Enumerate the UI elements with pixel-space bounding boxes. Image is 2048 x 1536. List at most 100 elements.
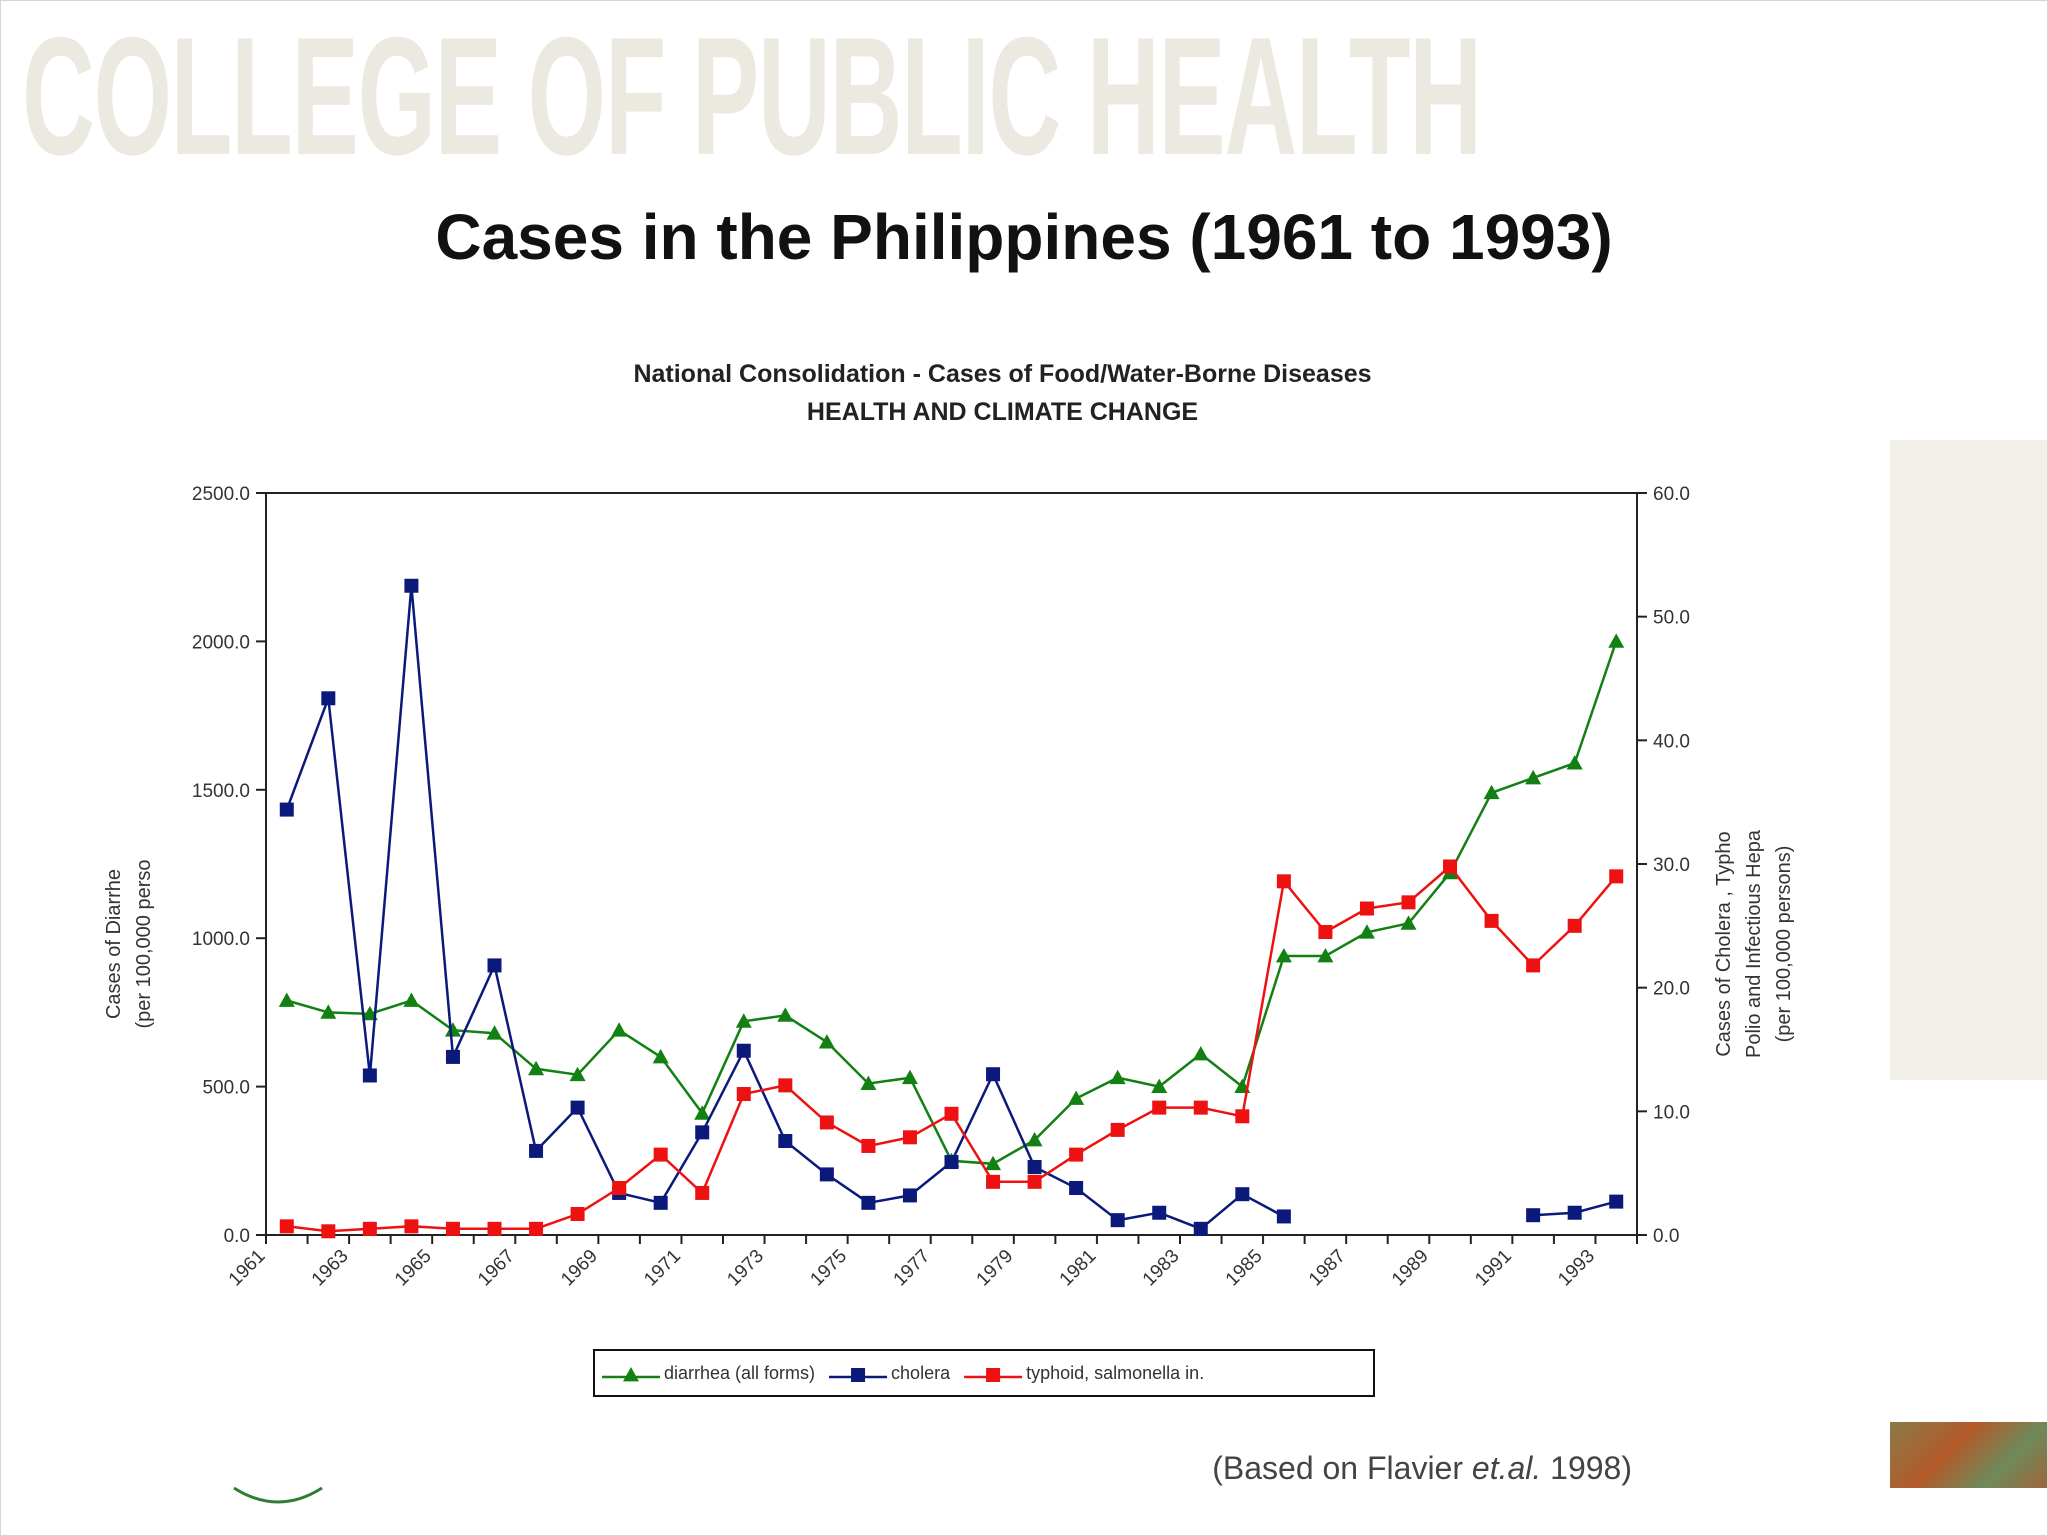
diarrhea-point [320, 1004, 337, 1019]
diarrhea-point [1608, 633, 1625, 648]
right-axis-title: (per 100,000 persons) [1773, 846, 1795, 1043]
cholera-point [1027, 1159, 1042, 1174]
typhoid-point [695, 1185, 710, 1200]
diarrhea-point [1192, 1045, 1209, 1061]
cholera-point [570, 1100, 585, 1115]
x-tick-label: 1973 [723, 1246, 768, 1291]
cholera-point [944, 1155, 959, 1170]
legend-box [593, 1349, 1375, 1397]
diarrhea-point [1566, 755, 1583, 770]
chart-title: National Consolidation - Cases of Food/W… [633, 360, 1372, 388]
cholera-point [861, 1195, 876, 1210]
x-tick-label: 1967 [474, 1246, 519, 1291]
cholera-point [279, 802, 294, 817]
typhoid-point [529, 1221, 544, 1236]
typhoid-point [986, 1174, 1001, 1189]
cholera-point [529, 1143, 544, 1158]
diarrhea-point [818, 1034, 835, 1049]
caduceus-watermark [1890, 440, 2048, 1080]
typhoid-point [944, 1106, 959, 1121]
typhoid-point [404, 1219, 419, 1234]
diarrhea-point [528, 1060, 545, 1076]
typhoid-point [1526, 958, 1541, 973]
cholera-point [1152, 1205, 1167, 1220]
x-tick-label: 1965 [391, 1246, 436, 1291]
typhoid-point [570, 1206, 585, 1221]
cholera-point [1069, 1181, 1084, 1196]
cholera-point [819, 1167, 834, 1182]
diarrhea-point [1400, 915, 1417, 930]
typhoid-point [1318, 925, 1333, 940]
cholera-point [1567, 1205, 1582, 1220]
typhoid-line [286, 864, 1618, 1233]
typhoid-point [1152, 1100, 1167, 1115]
x-tick-label: 1987 [1305, 1246, 1350, 1291]
x-tick-label: 1979 [973, 1246, 1018, 1291]
university-seal-logo [233, 1486, 323, 1504]
legend-diarrhea-label: diarrhea (all forms) [664, 1363, 815, 1383]
diarrhea-point [860, 1075, 877, 1091]
right-axis-title: Cases of Cholera , Typho [1713, 831, 1735, 1056]
diarrhea-point [1151, 1078, 1168, 1093]
typhoid-point [1443, 859, 1458, 874]
cholera-point [404, 578, 419, 593]
legend-cholera-marker [851, 1368, 866, 1382]
cholera-point [1193, 1221, 1208, 1236]
legend-diarrhea-marker [623, 1367, 639, 1382]
chart-subtitle: HEALTH AND CLIMATE CHANGE [806, 398, 1199, 426]
right-tick-label: 40.0 [1653, 731, 1690, 752]
cholera-point [1526, 1208, 1541, 1223]
x-tick-label: 1961 [225, 1246, 270, 1291]
diarrhea-point [1483, 784, 1500, 800]
diarrhea-point [1026, 1132, 1043, 1147]
typhoid-point [1609, 869, 1624, 884]
typhoid-point [1401, 895, 1416, 910]
typhoid-point [1235, 1109, 1250, 1124]
x-tick-label: 1989 [1388, 1246, 1433, 1291]
left-tick-label: 500.0 [202, 1078, 250, 1099]
typhoid-point [778, 1078, 793, 1093]
cholera-point [736, 1043, 751, 1058]
typhoid-point [653, 1147, 668, 1162]
typhoid-point [902, 1130, 917, 1145]
diarrhea-point [1068, 1090, 1085, 1105]
typhoid-point [1027, 1174, 1042, 1189]
diarrhea-point [652, 1048, 669, 1064]
diarrhea-point [1275, 948, 1292, 963]
diarrhea-point [1358, 924, 1375, 939]
diarrhea-point [985, 1155, 1002, 1171]
cholera-point [1110, 1213, 1125, 1228]
typhoid-point [279, 1219, 294, 1234]
diarrhea-point [1525, 769, 1542, 785]
college-banner: COLLEGE OF PUBLIC HEALTH [22, 2, 1482, 190]
typhoid-point [612, 1181, 627, 1196]
x-tick-label: 1985 [1222, 1246, 1267, 1291]
typhoid-point [445, 1221, 460, 1236]
x-tick-label: 1977 [890, 1246, 935, 1291]
right-tick-label: 50.0 [1653, 608, 1690, 629]
typhoid-point [1359, 901, 1374, 916]
typhoid-point [362, 1221, 377, 1236]
x-tick-label: 1983 [1139, 1246, 1184, 1291]
cholera-point [1609, 1194, 1624, 1209]
diarrhea-point [1317, 948, 1334, 963]
typhoid-point [1110, 1122, 1125, 1137]
left-tick-label: 1500.0 [192, 781, 250, 802]
cholera-point [778, 1134, 793, 1149]
left-tick-label: 0.0 [224, 1226, 250, 1247]
diarrhea-point [735, 1013, 752, 1028]
cholera-point [1276, 1209, 1291, 1224]
diarrhea-point [444, 1022, 461, 1037]
right-tick-label: 10.0 [1653, 1102, 1690, 1123]
right-axis-title: Polio and Infectious Hepa [1743, 829, 1765, 1058]
diarrhea-point [569, 1066, 586, 1082]
cholera-point [487, 958, 502, 973]
legend-typhoid-label: typhoid, salmonella in. [1026, 1363, 1204, 1383]
left-tick-label: 2000.0 [192, 632, 250, 653]
right-tick-label: 60.0 [1653, 484, 1690, 505]
right-tick-label: 0.0 [1653, 1226, 1679, 1247]
diarrhea-point [1109, 1069, 1126, 1085]
diarrhea-point [403, 992, 420, 1007]
typhoid-point [736, 1087, 751, 1102]
